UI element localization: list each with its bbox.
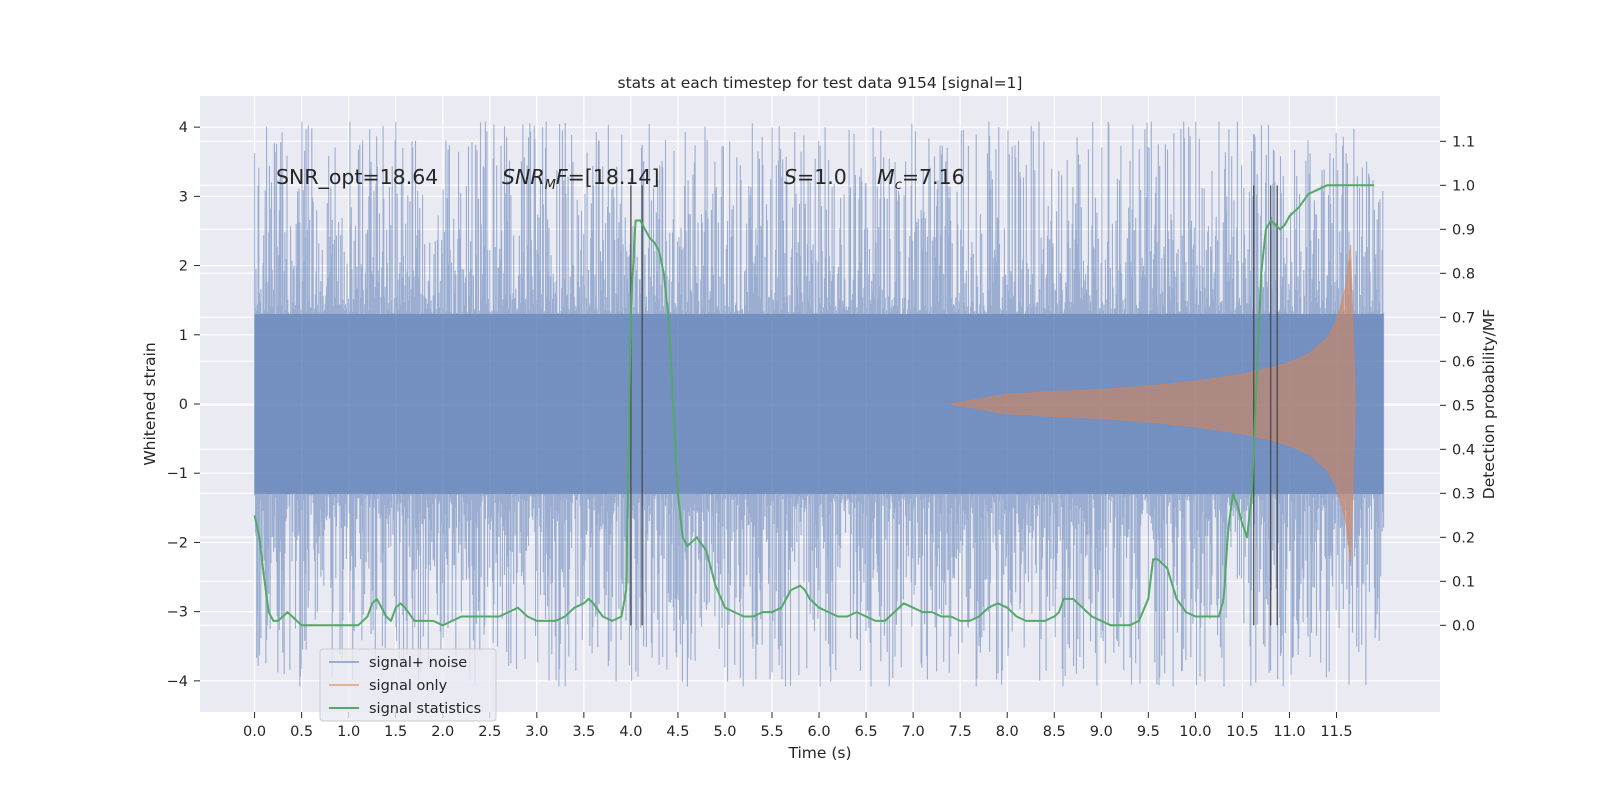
series-signal-statistics — [253, 184, 1375, 627]
legend-label-signal-statistics: signal statistics — [369, 701, 481, 717]
x-tick-label: 0.0 — [243, 724, 266, 740]
annotation-snr-mf: SNRMF=[18.14] — [502, 165, 659, 193]
y-right-tick-label: 0.0 — [1452, 618, 1475, 634]
y-right-tick-label: 0.8 — [1452, 266, 1475, 282]
x-tick-label: 1.5 — [384, 724, 407, 740]
x-tick-label: 4.0 — [619, 724, 642, 740]
y-right-tick-label: 0.3 — [1452, 486, 1475, 502]
y-tick-label: −3 — [167, 605, 188, 621]
x-tick-label: 5.0 — [713, 724, 736, 740]
series-signal-only — [950, 244, 1356, 564]
y-right-tick-label: 0.9 — [1452, 222, 1475, 238]
x-tick-label: 8.5 — [1043, 724, 1066, 740]
y-axis-label: Whitened strain — [141, 342, 159, 465]
y-right-tick-label: 0.7 — [1452, 310, 1475, 326]
x-tick-label: 3.0 — [525, 724, 548, 740]
x-tick-label: 10.5 — [1226, 724, 1258, 740]
x-tick-label: 3.5 — [572, 724, 595, 740]
legend-label-signal-noise: signal+ noise — [369, 655, 467, 671]
annotation-mc: Mc=7.16 — [877, 165, 965, 193]
annotations: SNR_opt=18.64 SNRMF=[18.14] S=1.0 Mc=7.1… — [276, 165, 965, 193]
x-tick-label: 6.0 — [808, 724, 831, 740]
x-tick-label: 6.5 — [855, 724, 878, 740]
legend-box — [319, 648, 497, 722]
y-tick-label: −2 — [167, 535, 188, 551]
y-axis-right-label: Detection probability/MF — [1480, 309, 1498, 500]
x-tick-label: 9.5 — [1137, 724, 1160, 740]
x-tick-label: 7.0 — [902, 724, 925, 740]
x-axis-label: Time (s) — [787, 744, 851, 762]
y-right-tick-label: 0.5 — [1452, 398, 1475, 414]
legend: signal+ noise signal only signal statist… — [319, 648, 497, 722]
y-tick-label: 3 — [179, 189, 188, 205]
chart-title: stats at each timestep for test data 915… — [618, 74, 1023, 92]
annotation-s: S=1.0 — [784, 165, 847, 189]
x-tick-label: 4.5 — [666, 724, 689, 740]
x-tick-label: 2.5 — [478, 724, 501, 740]
x-tick-label: 5.5 — [760, 724, 783, 740]
y-tick-label: 0 — [179, 397, 188, 413]
y-right-tick-label: 0.4 — [1452, 442, 1475, 458]
x-tick-label: 2.0 — [431, 724, 454, 740]
axes: 0.0 0.5 1.0 1.5 2.0 2.5 3.0 3.5 4.0 4.5 5.0 5.5 6.0 6… — [167, 120, 1475, 740]
y-tick-label: −4 — [167, 674, 188, 690]
x-tick-label: 10.0 — [1179, 724, 1211, 740]
y-tick-label: 4 — [179, 120, 188, 136]
x-tick-label: 8.0 — [996, 724, 1019, 740]
data-layer — [253, 121, 1385, 687]
x-tick-label: 9.0 — [1090, 724, 1113, 740]
x-tick-label: 11.0 — [1273, 724, 1305, 740]
y-right-tick-label: 0.6 — [1452, 354, 1475, 370]
y-right-tick-label: 1.1 — [1452, 134, 1475, 150]
y-right-tick-label: 0.2 — [1452, 530, 1475, 546]
y-right-tick-label: 1.0 — [1452, 178, 1475, 194]
x-tick-label: 7.5 — [949, 724, 972, 740]
annotation-snr-opt: SNR_opt=18.64 — [276, 165, 438, 190]
x-tick-label: 11.5 — [1320, 724, 1352, 740]
x-tick-label: 0.5 — [290, 724, 313, 740]
y-tick-label: −1 — [167, 466, 188, 482]
y-tick-label: 2 — [179, 259, 188, 275]
x-tick-label: 1.0 — [337, 724, 360, 740]
y-right-tick-label: 0.1 — [1452, 574, 1475, 590]
y-tick-label: 1 — [179, 328, 188, 344]
legend-label-signal-only: signal only — [369, 678, 448, 694]
